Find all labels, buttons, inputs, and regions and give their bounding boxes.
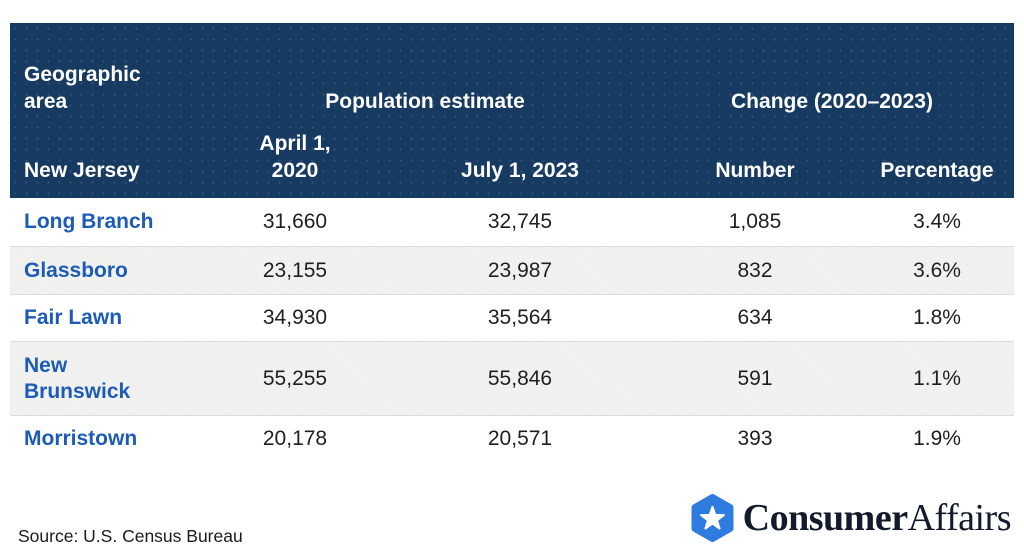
value-change-percentage: 1.8% xyxy=(913,306,961,329)
table-row: Long Branch 31,660 32,745 1,085 3.4% xyxy=(10,198,1014,246)
value-change-number: 393 xyxy=(737,427,773,450)
header-group-population-estimate: Population estimate xyxy=(325,90,525,114)
header-april-2020: April 1, 2020 xyxy=(259,131,331,183)
table-row: Morristown 20,178 20,571 393 1.9% xyxy=(10,415,1014,462)
value-change-percentage: 3.4% xyxy=(913,210,961,233)
table-row: Glassboro 23,155 23,987 832 3.6% xyxy=(10,246,1014,294)
source-note: Source: U.S. Census Bureau xyxy=(18,526,243,546)
value-july-2023: 32,745 xyxy=(487,210,553,233)
city-label[interactable]: New Brunswick xyxy=(24,353,131,403)
value-change-number: 1,085 xyxy=(728,210,782,233)
value-april-2020: 31,660 xyxy=(262,210,328,233)
table-header: Geographic area Population estimate Chan… xyxy=(10,23,1014,198)
table-row: New Brunswick 55,255 55,846 591 1.1% xyxy=(10,341,1014,415)
city-link[interactable]: Fair Lawn xyxy=(10,305,200,331)
city-link[interactable]: Glassboro xyxy=(10,258,200,284)
value-july-2023: 55,846 xyxy=(487,366,553,390)
value-change-percentage: 1.9% xyxy=(913,427,961,450)
logo-consumer: Consumer xyxy=(742,497,908,539)
value-change-number: 832 xyxy=(737,258,773,282)
value-april-2020: 23,155 xyxy=(262,258,328,282)
value-april-2020: 20,178 xyxy=(262,427,328,450)
city-label[interactable]: Morristown xyxy=(24,427,138,451)
logo-wordmark: ConsumerAffairs xyxy=(742,496,1012,540)
logo-affairs: Affairs xyxy=(907,497,1012,539)
header-group-change: Change (2020–2023) xyxy=(731,90,933,114)
city-label[interactable]: Long Branch xyxy=(24,210,154,234)
city-link[interactable]: Long Branch xyxy=(10,209,200,235)
footer: Source: U.S. Census Bureau ConsumerAffai… xyxy=(0,462,1024,556)
value-july-2023: 20,571 xyxy=(487,427,553,450)
table-row: Fair Lawn 34,930 35,564 634 1.8% xyxy=(10,294,1014,341)
star-hexagon-icon xyxy=(691,494,734,542)
value-april-2020: 34,930 xyxy=(262,306,328,329)
header-number: Number xyxy=(715,159,795,183)
city-label[interactable]: Glassboro xyxy=(24,258,128,282)
value-change-number: 634 xyxy=(737,306,773,329)
header-new-jersey: New Jersey xyxy=(24,159,140,183)
table-body: Long Branch 31,660 32,745 1,085 3.4% Gla… xyxy=(10,198,1014,462)
value-july-2023: 23,987 xyxy=(487,258,553,282)
value-change-number: 591 xyxy=(737,366,773,390)
population-table: Geographic area Population estimate Chan… xyxy=(10,23,1014,462)
header-percentage: Percentage xyxy=(880,159,994,183)
value-change-percentage: 3.6% xyxy=(913,258,961,282)
header-july-2023: July 1, 2023 xyxy=(461,159,579,183)
header-geographic-area: Geographic area xyxy=(24,62,141,114)
city-link[interactable]: New Brunswick xyxy=(10,353,200,404)
value-july-2023: 35,564 xyxy=(487,306,553,329)
value-change-percentage: 1.1% xyxy=(913,366,961,390)
city-link[interactable]: Morristown xyxy=(10,426,200,452)
city-label[interactable]: Fair Lawn xyxy=(24,306,123,330)
consumeraffairs-logo[interactable]: ConsumerAffairs xyxy=(691,494,1012,542)
value-april-2020: 55,255 xyxy=(262,366,328,390)
